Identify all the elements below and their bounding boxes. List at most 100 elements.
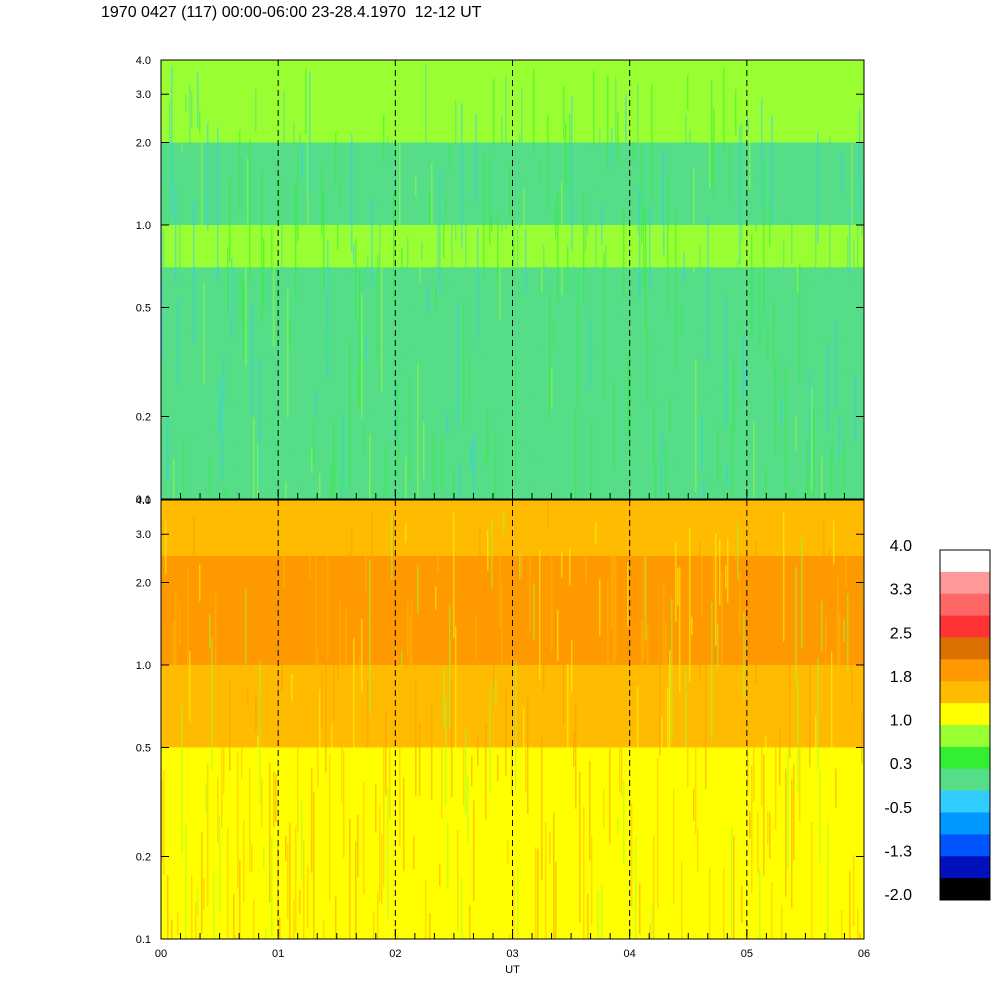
spectrogram-streak: [849, 871, 851, 939]
spectrogram-streak: [775, 364, 777, 454]
spectrogram-streak: [273, 258, 275, 347]
spectrogram-streak: [597, 349, 599, 479]
colorbar-cell: [940, 703, 990, 726]
spectrogram-streak: [447, 822, 449, 889]
spectrogram-streak: [353, 244, 355, 265]
spectrogram-streak: [441, 439, 443, 493]
spectrogram-streak: [679, 457, 681, 499]
spectrogram-streak: [771, 115, 773, 226]
spectrogram-streak: [389, 496, 391, 499]
spectrogram-streak: [357, 368, 359, 407]
spectrogram-streak: [621, 266, 623, 319]
spectrogram-streak: [597, 891, 599, 939]
spectrogram-streak: [599, 129, 601, 187]
spectrogram-streak: [399, 737, 401, 847]
spectrogram-streak: [703, 675, 705, 714]
spectrogram-streak: [163, 230, 165, 342]
spectrogram-streak: [845, 531, 847, 588]
spectrogram-streak: [617, 818, 619, 834]
spectrogram-streak: [179, 606, 181, 645]
spectrogram-streak: [253, 898, 255, 939]
spectrogram-streak: [753, 667, 755, 802]
spectrogram-streak: [229, 681, 231, 771]
spectrogram-streak: [623, 779, 625, 866]
spectrogram-streak: [387, 136, 389, 213]
spectrogram-streak: [573, 264, 575, 356]
spectrogram-streak: [327, 530, 329, 660]
spectrogram-streak: [377, 892, 379, 939]
spectrogram-streak: [345, 272, 347, 288]
spectrogram-streak: [797, 679, 799, 793]
spectrogram-streak: [253, 417, 255, 499]
spectrogram-streak: [729, 146, 731, 202]
spectrogram-streak: [531, 470, 533, 499]
spectrogram-streak: [813, 405, 815, 499]
spectrogram-streak: [507, 840, 509, 865]
spectrogram-streak: [505, 75, 507, 230]
spectrogram-streak: [735, 89, 737, 136]
y-tick-label: 0.2: [136, 852, 151, 864]
spectrogram-streak: [171, 66, 173, 215]
spectrogram-streak: [445, 198, 447, 216]
spectrogram-streak: [641, 145, 643, 244]
spectrogram-streak: [847, 236, 849, 344]
spectrogram-streak: [855, 373, 857, 444]
spectrogram-streak: [179, 149, 181, 271]
spectrogram-streak: [467, 775, 469, 843]
spectrogram-streak: [603, 789, 605, 828]
spectrogram-streak: [203, 281, 205, 385]
spectrogram-streak: [703, 479, 705, 499]
spectrogram-streak: [853, 854, 855, 926]
spectrogram-streak: [481, 667, 483, 688]
spectrogram-streak: [529, 463, 531, 485]
spectrogram-streak: [513, 869, 515, 939]
spectrogram-streak: [791, 222, 793, 264]
spectrogram-streak: [723, 867, 725, 939]
spectrogram-streak: [521, 533, 523, 577]
spectrogram-streak: [227, 828, 229, 938]
spectrogram-streak: [813, 841, 815, 939]
spectrogram-streak: [427, 286, 429, 313]
spectrogram-streak: [799, 667, 801, 822]
spectrogram-streak: [301, 142, 303, 177]
spectrogram-streak: [843, 441, 845, 498]
spectrogram-streak: [539, 550, 541, 681]
spectrogram-streak: [669, 394, 671, 432]
x-tick-label: 00: [155, 948, 167, 960]
spectrogram-streak: [677, 396, 679, 471]
colorbar-label: 4.0: [890, 538, 912, 555]
spectrogram-streak: [343, 413, 345, 499]
spectrogram-streak: [605, 780, 607, 923]
spectrogram-streak: [187, 281, 189, 336]
spectrogram-streak: [817, 132, 819, 244]
spectrogram-streak: [841, 152, 843, 193]
spectrogram-streak: [667, 172, 669, 313]
spectrogram-streak: [781, 905, 783, 939]
spectrogram-streak: [769, 812, 771, 859]
spectrogram-streak: [859, 932, 861, 939]
spectrogram-streak: [363, 781, 365, 895]
spectrogram-streak: [385, 709, 387, 796]
colorbar-cell: [940, 725, 990, 748]
spectrogram-streak: [497, 215, 499, 283]
spectrogram-streak: [785, 768, 787, 897]
spectrogram-streak: [355, 841, 357, 939]
spectrogram-streak: [681, 861, 683, 939]
spectrogram-streak: [463, 300, 465, 429]
spectrogram-streak: [619, 431, 621, 499]
spectrogram-streak: [751, 233, 753, 338]
spectrogram-streak: [405, 522, 407, 543]
spectrogram-streak: [591, 837, 593, 925]
spectrogram-streak: [385, 447, 387, 499]
spectrogram-streak: [577, 813, 579, 919]
spectrogram-streak: [365, 335, 367, 359]
spectrogram-streak: [167, 415, 169, 480]
y-tick-label: 1.0: [136, 660, 151, 672]
spectrogram-streak: [633, 573, 635, 664]
spectrogram-streak: [465, 202, 467, 321]
spectrogram-streak: [493, 556, 495, 690]
spectrogram-streak: [259, 356, 261, 486]
spectrogram-streak: [189, 650, 191, 722]
spectrogram-streak: [233, 894, 235, 939]
